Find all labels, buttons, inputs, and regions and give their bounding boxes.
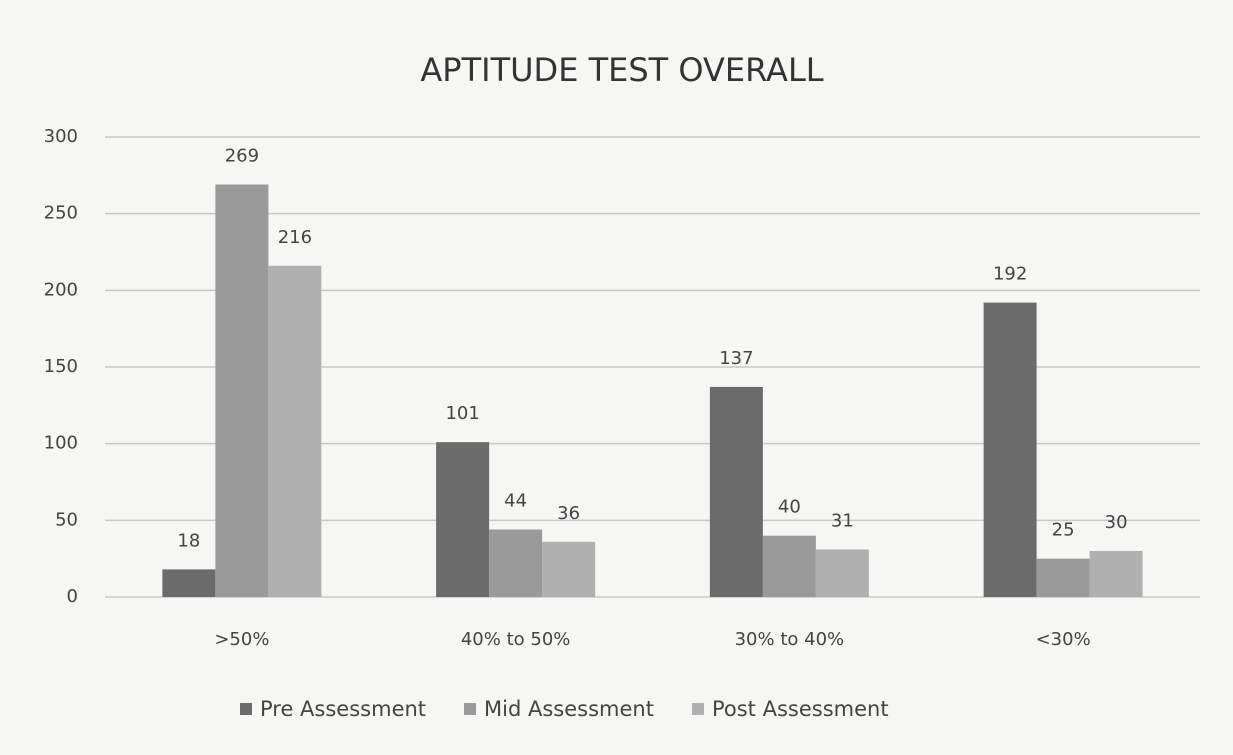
data-label: 192 bbox=[993, 264, 1027, 285]
bar bbox=[489, 529, 543, 597]
data-label: 36 bbox=[557, 503, 580, 524]
y-tick-label: 50 bbox=[55, 509, 78, 530]
y-tick-label: 150 bbox=[44, 356, 78, 377]
legend-label: Mid Assessment bbox=[484, 697, 654, 721]
data-label: 44 bbox=[504, 491, 527, 512]
y-tick-label: 250 bbox=[44, 203, 78, 224]
legend-label: Post Assessment bbox=[712, 697, 889, 721]
data-label: 137 bbox=[719, 348, 753, 369]
chart-title: APTITUDE TEST OVERALL bbox=[420, 51, 823, 89]
legend-label: Pre Assessment bbox=[260, 697, 426, 721]
bar bbox=[1089, 551, 1143, 597]
bar bbox=[162, 569, 216, 597]
data-label: 18 bbox=[177, 530, 200, 551]
bar bbox=[762, 535, 816, 597]
bar bbox=[709, 386, 763, 597]
legend-swatch bbox=[691, 703, 704, 715]
data-label: 216 bbox=[278, 227, 312, 248]
x-tick-label: 30% to 40% bbox=[735, 629, 845, 650]
bar bbox=[436, 442, 490, 597]
legend-swatch bbox=[464, 703, 477, 715]
bar bbox=[1036, 558, 1090, 597]
data-label: 30 bbox=[1105, 512, 1128, 533]
x-tick-label: >50% bbox=[214, 629, 269, 650]
bar bbox=[542, 541, 596, 597]
data-label: 25 bbox=[1052, 520, 1075, 541]
y-tick-label: 300 bbox=[44, 126, 78, 147]
bar bbox=[215, 184, 269, 598]
x-tick-label: 40% to 50% bbox=[461, 629, 571, 650]
data-label: 101 bbox=[445, 403, 479, 424]
y-tick-label: 100 bbox=[44, 433, 78, 454]
bar bbox=[815, 549, 869, 597]
data-label: 31 bbox=[831, 510, 854, 531]
data-label: 40 bbox=[778, 497, 801, 518]
x-tick-label: <30% bbox=[1036, 629, 1091, 650]
y-tick-label: 200 bbox=[44, 279, 78, 300]
bar bbox=[268, 265, 322, 597]
data-label: 269 bbox=[225, 146, 259, 167]
legend-swatch bbox=[240, 703, 252, 715]
bar bbox=[983, 302, 1037, 597]
y-tick-label: 0 bbox=[67, 586, 78, 607]
